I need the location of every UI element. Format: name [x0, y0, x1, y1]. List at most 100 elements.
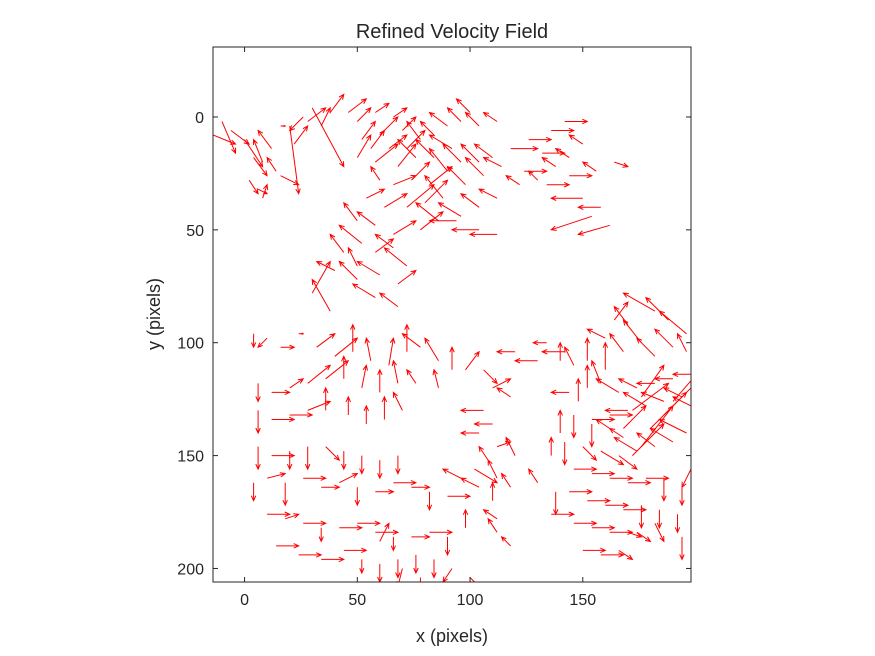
axes-box — [212, 46, 692, 583]
x-tick-label: 0 — [240, 592, 249, 609]
velocity-arrow — [656, 509, 663, 530]
velocity-arrow — [428, 134, 453, 150]
velocity-arrow — [285, 513, 300, 520]
x-axis-ticks: 0 50 100 150 — [240, 47, 596, 609]
velocity-arrow — [350, 323, 356, 352]
velocity-arrow — [334, 337, 359, 357]
velocity-arrow — [564, 118, 589, 125]
velocity-arrow — [370, 129, 386, 149]
velocity-arrow — [627, 531, 643, 538]
velocity-arrow — [640, 364, 665, 398]
velocity-arrow — [595, 418, 611, 429]
velocity-arrow — [444, 536, 451, 557]
velocity-arrow — [496, 387, 511, 398]
velocity-arrow — [323, 386, 329, 411]
velocity-arrow — [377, 563, 383, 582]
velocity-arrow — [609, 332, 624, 353]
velocity-arrow — [248, 179, 259, 195]
velocity-arrow — [636, 337, 656, 357]
velocity-arrow — [487, 517, 498, 533]
velocity-arrow — [391, 359, 399, 384]
velocity-arrow — [377, 368, 383, 393]
velocity-arrow — [553, 491, 559, 516]
velocity-arrow — [622, 292, 656, 312]
velocity-arrow — [495, 349, 516, 355]
velocity-arrow — [320, 106, 331, 127]
velocity-arrow — [307, 364, 332, 384]
velocity-arrow — [571, 415, 577, 439]
velocity-arrow — [311, 260, 331, 294]
velocity-arrow — [378, 292, 399, 308]
velocity-arrow — [374, 233, 394, 249]
velocity-arrow — [604, 407, 628, 414]
velocity-arrow — [679, 487, 685, 507]
velocity-arrow — [623, 405, 647, 429]
velocity-arrow — [577, 224, 610, 236]
velocity-arrow — [446, 165, 466, 186]
velocity-arrow — [271, 416, 296, 423]
velocity-arrow — [404, 323, 410, 352]
velocity-arrow — [674, 514, 681, 534]
velocity-arrow — [505, 175, 520, 186]
velocity-arrow — [356, 107, 372, 122]
velocity-arrow — [441, 468, 462, 479]
velocity-arrow — [390, 536, 396, 552]
velocity-arrow — [478, 445, 489, 461]
velocity-arrow — [569, 489, 594, 495]
velocity-arrow — [379, 522, 390, 542]
plot-area: 0 50 100 150 0 50 100 150 200 — [177, 46, 692, 609]
velocity-arrow — [468, 231, 498, 238]
velocity-arrow — [424, 179, 449, 204]
velocity-arrow — [469, 577, 478, 582]
velocity-arrow — [442, 143, 462, 163]
velocity-arrow — [361, 120, 377, 140]
velocity-arrow — [676, 332, 687, 352]
velocity-arrow — [459, 430, 480, 436]
velocity-arrow — [375, 489, 395, 495]
velocity-arrow — [681, 468, 691, 489]
velocity-arrow — [298, 552, 323, 558]
velocity-arrow — [602, 341, 609, 370]
velocity-arrow — [605, 502, 630, 508]
velocity-arrow — [406, 368, 417, 384]
velocity-arrow — [582, 446, 598, 461]
velocity-arrow — [550, 215, 592, 231]
y-tick-label: 0 — [195, 110, 204, 127]
velocity-arrow — [510, 145, 539, 152]
velocity-arrow — [474, 468, 499, 484]
velocity-arrow — [375, 102, 390, 113]
x-tick-label: 100 — [457, 592, 484, 609]
velocity-arrow — [449, 345, 455, 370]
velocity-arrow — [356, 133, 372, 158]
velocity-arrow — [415, 138, 435, 158]
velocity-arrow — [609, 475, 634, 481]
velocity-arrow — [388, 134, 408, 149]
velocity-arrow — [618, 549, 634, 561]
y-tick-label: 100 — [177, 336, 204, 353]
velocity-arrow — [325, 360, 350, 380]
velocity-arrow — [577, 204, 601, 210]
velocity-arrow — [609, 412, 634, 418]
velocity-arrow — [542, 150, 566, 156]
velocity-arrow — [505, 436, 516, 456]
velocity-arrow — [431, 559, 437, 579]
velocity-arrow — [388, 337, 396, 366]
y-tick-label: 150 — [177, 449, 204, 466]
velocity-arrow — [411, 484, 431, 490]
velocity-arrow — [339, 473, 359, 484]
velocity-arrow — [276, 543, 300, 549]
velocity-arrow — [280, 344, 296, 350]
velocity-arrow — [366, 188, 386, 199]
velocity-arrow — [446, 107, 462, 122]
velocity-arrow — [455, 98, 471, 113]
velocity-arrow — [636, 531, 652, 543]
velocity-arrow — [339, 525, 364, 531]
velocity-arrow — [266, 472, 287, 479]
velocity-arrow — [311, 107, 345, 168]
velocity-arrow — [528, 468, 539, 483]
velocity-arrow — [591, 525, 616, 531]
velocity-arrow — [661, 478, 667, 502]
velocity-arrow — [374, 143, 399, 163]
velocity-arrow — [321, 556, 346, 563]
